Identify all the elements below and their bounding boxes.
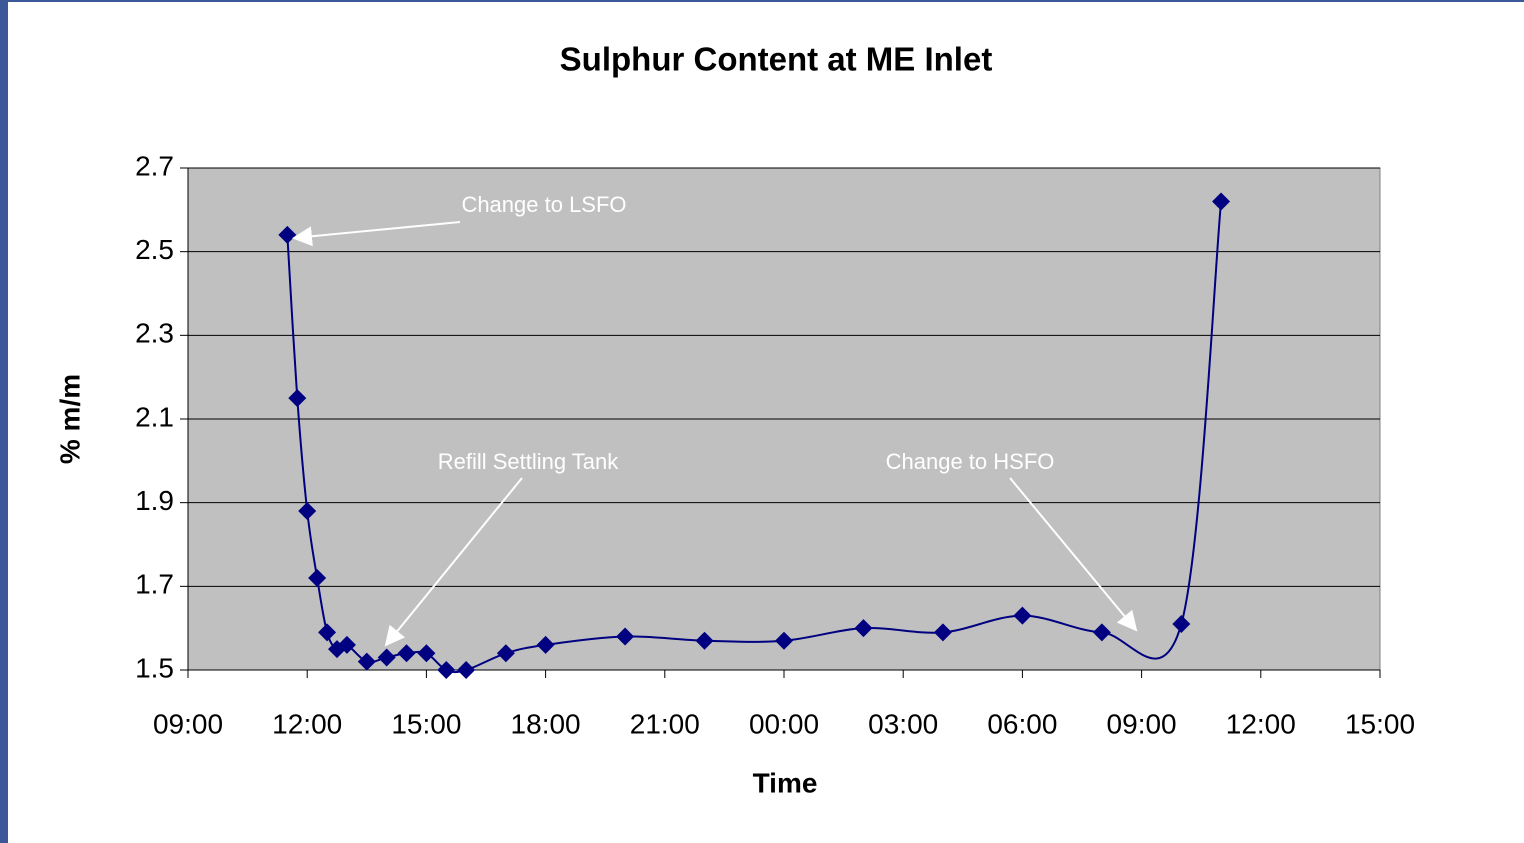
data-point: [933, 623, 952, 642]
data-point: [308, 568, 327, 587]
data-point: [397, 644, 416, 663]
series-line: [286, 201, 1223, 674]
data-point: [377, 648, 396, 667]
y-tick-label: 2.5: [135, 234, 174, 265]
annotation-arrow: [1009, 477, 1138, 632]
y-tick-label: 2.7: [135, 150, 174, 181]
x-tick-label: 06:00: [987, 708, 1057, 739]
data-point: [298, 502, 317, 521]
y-tick-label: 1.7: [135, 569, 174, 600]
data-point: [318, 623, 337, 642]
data-point: [437, 661, 456, 679]
annotation: Change to LSFO: [461, 192, 626, 217]
data-point: [417, 644, 436, 663]
y-tick-label: 2.1: [135, 401, 174, 432]
data-point: [278, 225, 297, 244]
plot-area: 1.5 1.7 1.9 2.1 2.3 2.5 2.7 09:00 12:00 15:00 18:0…: [135, 150, 1415, 739]
x-tick-label: 12:00: [272, 708, 342, 739]
y-tick-label: 1.9: [135, 485, 174, 516]
data-point: [1092, 623, 1111, 642]
data-point: [854, 619, 873, 638]
x-tick-label: 00:00: [749, 708, 819, 739]
data-point: [288, 389, 307, 408]
data-point: [496, 644, 515, 663]
data-point: [536, 635, 555, 654]
data-point: [616, 627, 635, 646]
x-tick-label: 15:00: [1345, 708, 1415, 739]
y-axis-title: % m/m: [54, 374, 85, 464]
annotation: Change to HSFO: [886, 449, 1055, 474]
x-tick-label: 03:00: [868, 708, 938, 739]
x-tick-label: 21:00: [630, 708, 700, 739]
data-point: [1172, 614, 1191, 633]
x-tick-label: 09:00: [153, 708, 223, 739]
x-tick-label: 09:00: [1107, 708, 1177, 739]
x-tick-label: 12:00: [1226, 708, 1296, 739]
data-point: [695, 631, 714, 650]
x-tick-label: 18:00: [511, 708, 581, 739]
data-point: [1212, 192, 1231, 211]
data-point: [357, 652, 376, 671]
data-point: [337, 635, 356, 654]
data-point: [1013, 606, 1032, 625]
y-tick-label: 1.5: [135, 652, 174, 683]
annotation: Refill Settling Tank: [438, 449, 620, 474]
data-point: [457, 661, 476, 679]
chart-title: Sulphur Content at ME Inlet: [560, 41, 993, 78]
x-axis-title: Time: [753, 767, 818, 798]
x-tick-label: 15:00: [391, 708, 461, 739]
annotation-arrow: [384, 477, 523, 647]
data-point: [775, 631, 793, 650]
y-tick-label: 2.3: [135, 318, 174, 349]
annotation-arrow: [292, 221, 461, 247]
